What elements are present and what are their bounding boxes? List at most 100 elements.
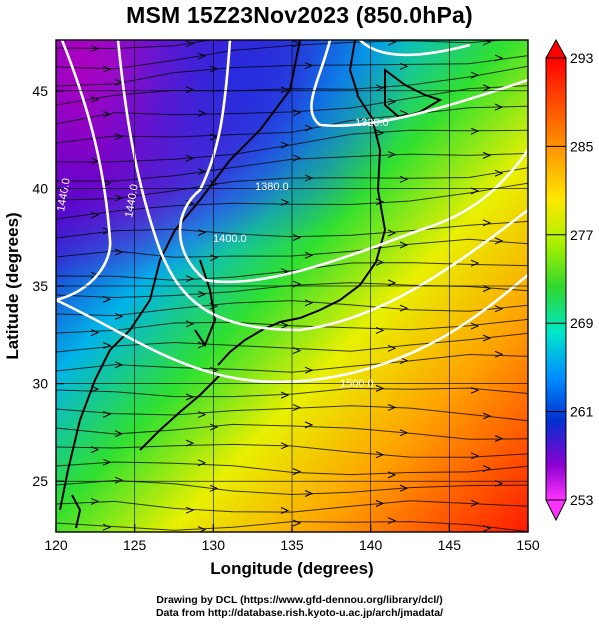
streamline-arrow bbox=[494, 350, 504, 358]
streamline-arrow bbox=[185, 393, 195, 401]
credits-data: Data from http://database.rish.kyoto-u.a… bbox=[155, 607, 444, 619]
streamline-arrow bbox=[304, 366, 314, 374]
streamline-arrow bbox=[470, 499, 480, 507]
colorbar-tick-label: 293 bbox=[570, 50, 594, 66]
streamline-arrow bbox=[494, 54, 504, 62]
streamline-arrow bbox=[280, 198, 290, 206]
streamline-arrow bbox=[280, 391, 290, 399]
streamline-arrow bbox=[494, 305, 504, 313]
streamline-arrow bbox=[102, 410, 112, 418]
streamline-arrow bbox=[304, 421, 314, 429]
y-axis-ticks: 25 30 35 40 45 bbox=[32, 83, 64, 489]
streamline-arrow bbox=[280, 141, 290, 149]
streamline-arrow bbox=[375, 384, 385, 392]
lat-lon-grid bbox=[56, 40, 528, 532]
streamline-arrow bbox=[185, 86, 195, 94]
streamline-arrow bbox=[114, 194, 124, 202]
contour-label: 1440.0 bbox=[123, 183, 141, 218]
colorbar-tick-label: 253 bbox=[570, 492, 594, 508]
streamline-arrow bbox=[375, 451, 385, 459]
colorbar-tick-label: 269 bbox=[570, 315, 594, 331]
streamline-arrow bbox=[375, 84, 385, 92]
streamline-arrow bbox=[114, 248, 124, 256]
colorbar-bottom-arrow bbox=[545, 499, 567, 522]
streamline-arrow bbox=[482, 219, 492, 227]
asia-coastline bbox=[59, 40, 301, 511]
x-tick-label: 120 bbox=[44, 537, 68, 553]
streamline-arrow bbox=[90, 446, 100, 454]
streamline-arrow bbox=[304, 124, 314, 132]
streamline-arrow bbox=[304, 174, 314, 182]
streamline-arrow bbox=[304, 299, 314, 307]
streamline-arrow bbox=[375, 129, 385, 137]
streamline-arrow bbox=[114, 476, 124, 484]
x-axis-ticks: 120 125 130 135 140 145 150 bbox=[44, 524, 540, 553]
streamline-arrow bbox=[482, 465, 492, 472]
streamline-arrow bbox=[292, 519, 302, 527]
contour-labels: 1440.0 1440.0 1380.0 1320.0 1400.0 1500.… bbox=[56, 117, 389, 390]
streamline-arrow bbox=[280, 507, 290, 514]
streamline-arrow bbox=[280, 442, 290, 450]
streamline-arrow bbox=[197, 229, 207, 236]
colorbar-tick-label: 277 bbox=[570, 227, 594, 243]
colorbar-body bbox=[545, 57, 567, 501]
x-tick-label: 130 bbox=[202, 537, 226, 553]
streamline-arrow bbox=[185, 439, 195, 447]
streamline-arrow bbox=[494, 435, 504, 442]
streamline-arrow bbox=[185, 40, 195, 48]
streamline-arrow bbox=[102, 341, 112, 349]
streamline-arrow bbox=[114, 312, 124, 320]
streamline-arrow bbox=[471, 16, 478, 22]
streamline-arrow bbox=[470, 127, 480, 135]
streamline-arrow bbox=[482, 285, 492, 292]
streamline-arrow bbox=[197, 109, 207, 117]
streamline-arrow bbox=[399, 241, 409, 249]
streamline-arrow bbox=[399, 484, 409, 492]
coastlines bbox=[59, 40, 443, 529]
streamline-arrow bbox=[482, 412, 492, 420]
streamline-arrow bbox=[197, 290, 207, 298]
ryukyu-islands bbox=[139, 374, 221, 451]
streamline-arrow bbox=[102, 179, 112, 187]
streamline-arrow bbox=[387, 151, 397, 158]
streamline-arrow bbox=[90, 497, 100, 505]
japan-coastline bbox=[217, 94, 387, 366]
streamline-arrow bbox=[387, 471, 397, 479]
contour-label: 1320.0 bbox=[355, 117, 389, 129]
contour-line bbox=[359, 40, 471, 57]
streamline-arrow bbox=[304, 251, 314, 259]
streamline-arrow bbox=[209, 65, 219, 73]
streamline-arrow bbox=[114, 361, 124, 369]
streamline-arrow bbox=[494, 169, 504, 177]
contour-label: 1400.0 bbox=[213, 233, 247, 245]
streamline-arrow bbox=[102, 458, 112, 466]
streamline-arrow bbox=[399, 429, 409, 437]
streamline-arrow bbox=[375, 198, 385, 206]
streamline-arrow bbox=[387, 403, 397, 411]
streamline-arrow bbox=[376, 16, 383, 22]
streamline-arrow bbox=[102, 295, 112, 303]
streamline-arrow bbox=[482, 524, 492, 532]
streamline-arrow bbox=[470, 71, 480, 79]
streamline-arrow bbox=[209, 254, 219, 262]
streamline-arrow bbox=[209, 423, 219, 431]
colorbar-tick-label: 285 bbox=[570, 138, 594, 154]
contour-label: 1380.0 bbox=[255, 181, 289, 193]
streamline-arrow bbox=[280, 321, 290, 329]
streamline-arrow bbox=[387, 279, 397, 287]
streamline-arrow bbox=[304, 490, 314, 497]
streamline-arrow bbox=[375, 326, 385, 334]
figure-title: MSM 15Z23Nov2023 (850.0hPa) bbox=[126, 2, 473, 28]
streamline-arrow bbox=[209, 133, 219, 141]
x-tick-label: 135 bbox=[280, 537, 304, 553]
plot-area: 1440.0 1440.0 1380.0 1320.0 1400.0 1500.… bbox=[56, 16, 528, 532]
colorbar-top-arrow bbox=[545, 38, 567, 59]
streamline-arrow bbox=[399, 304, 409, 312]
x-tick-label: 140 bbox=[359, 537, 383, 553]
streamline-arrow bbox=[90, 211, 100, 219]
contour-line bbox=[56, 273, 528, 384]
streamline-arrow bbox=[292, 468, 302, 476]
y-axis-title: Latitude (degrees) bbox=[3, 212, 22, 359]
streamline-arrow bbox=[482, 334, 492, 342]
streamline-arrow bbox=[470, 259, 480, 267]
